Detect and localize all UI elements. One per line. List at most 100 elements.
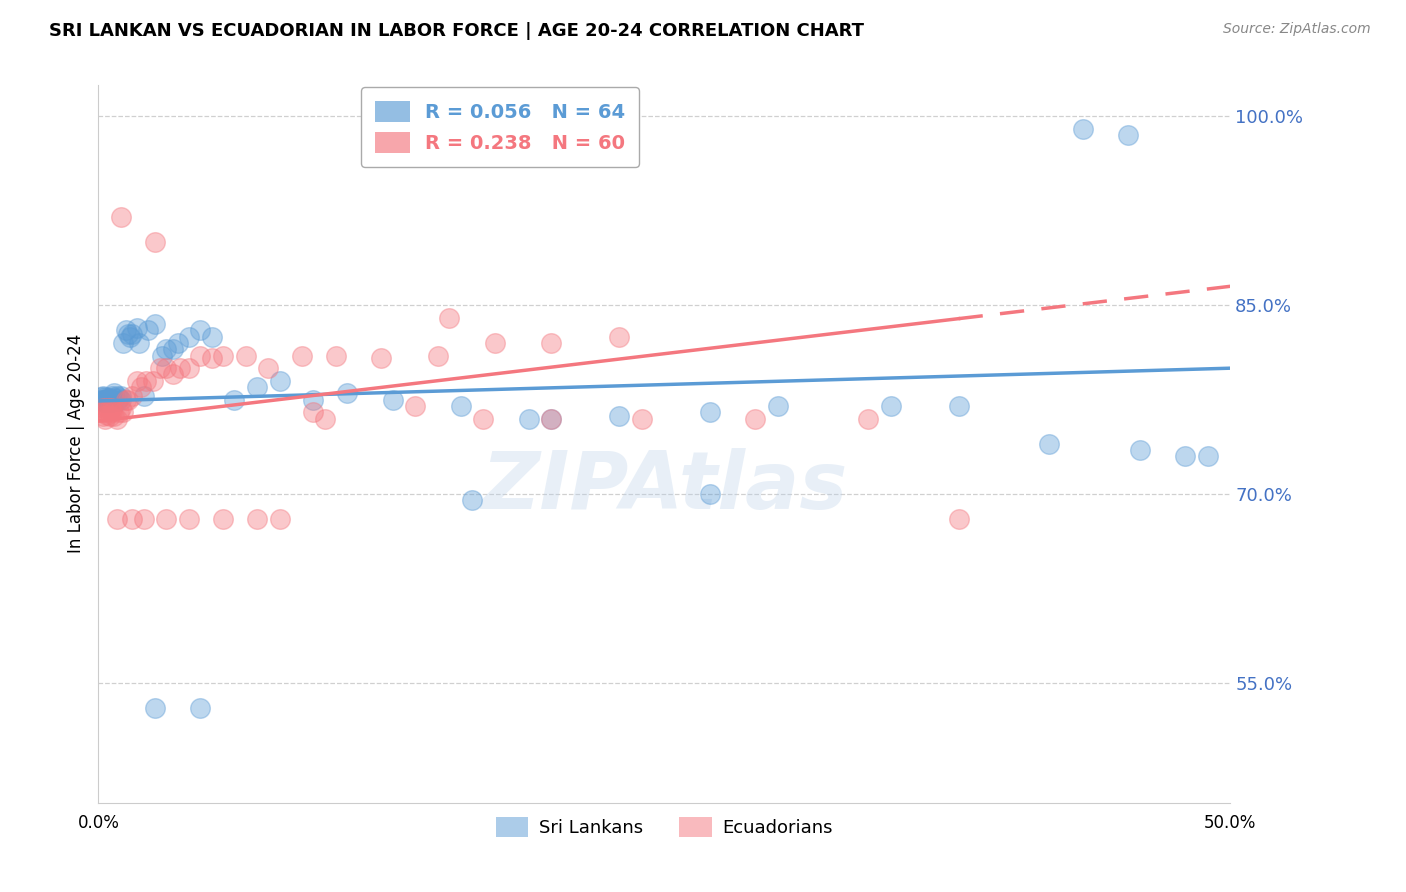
Point	[607, 409, 630, 423]
Point	[98, 395, 121, 409]
Point	[856, 411, 879, 425]
Point	[143, 235, 166, 250]
Point	[948, 399, 970, 413]
Point	[117, 392, 139, 407]
Point	[143, 317, 166, 331]
Point	[540, 411, 562, 425]
Point	[148, 361, 170, 376]
Point	[880, 399, 903, 413]
Point	[125, 374, 148, 388]
Point	[114, 323, 136, 337]
Point	[1038, 436, 1060, 450]
Point	[1118, 128, 1140, 142]
Point	[381, 392, 404, 407]
Point	[450, 399, 472, 413]
Point	[125, 321, 148, 335]
Point	[269, 374, 291, 388]
Point	[96, 408, 118, 422]
Point	[461, 493, 484, 508]
Point	[103, 386, 125, 401]
Point	[101, 392, 124, 407]
Point	[169, 361, 191, 376]
Point	[98, 409, 121, 423]
Point	[699, 487, 721, 501]
Point	[404, 399, 426, 413]
Point	[103, 392, 125, 406]
Point	[142, 374, 165, 388]
Point	[98, 392, 121, 406]
Point	[246, 380, 269, 394]
Point	[150, 349, 173, 363]
Point	[336, 386, 359, 401]
Point	[91, 393, 114, 408]
Point	[117, 327, 139, 342]
Point	[472, 411, 495, 425]
Point	[120, 329, 142, 343]
Point	[166, 336, 188, 351]
Point	[235, 349, 257, 363]
Point	[112, 336, 135, 351]
Point	[212, 349, 235, 363]
Point	[517, 411, 540, 425]
Point	[114, 392, 136, 407]
Point	[155, 343, 177, 357]
Point	[132, 512, 155, 526]
Legend: Sri Lankans, Ecuadorians: Sri Lankans, Ecuadorians	[488, 810, 841, 844]
Point	[948, 512, 970, 526]
Point	[107, 405, 129, 419]
Point	[246, 512, 269, 526]
Point	[314, 411, 336, 425]
Point	[143, 701, 166, 715]
Point	[105, 389, 128, 403]
Point	[1174, 450, 1197, 464]
Point	[132, 389, 155, 403]
Point	[155, 361, 177, 376]
Point	[105, 393, 128, 408]
Point	[121, 327, 143, 342]
Point	[744, 411, 766, 425]
Point	[630, 411, 652, 425]
Point	[110, 389, 132, 403]
Point	[94, 411, 117, 425]
Point	[1129, 443, 1152, 458]
Point	[302, 392, 325, 407]
Point	[121, 389, 143, 403]
Point	[540, 411, 562, 425]
Point	[188, 349, 211, 363]
Point	[224, 392, 246, 407]
Point	[1197, 450, 1219, 464]
Point	[90, 405, 112, 419]
Point	[177, 329, 200, 343]
Point	[370, 351, 392, 365]
Point	[699, 405, 721, 419]
Point	[201, 329, 224, 343]
Text: SRI LANKAN VS ECUADORIAN IN LABOR FORCE | AGE 20-24 CORRELATION CHART: SRI LANKAN VS ECUADORIAN IN LABOR FORCE …	[49, 22, 865, 40]
Point	[766, 399, 789, 413]
Point	[269, 512, 291, 526]
Point	[188, 701, 211, 715]
Point	[94, 395, 117, 409]
Point	[91, 409, 114, 423]
Point	[291, 349, 314, 363]
Point	[94, 405, 117, 419]
Text: Source: ZipAtlas.com: Source: ZipAtlas.com	[1223, 22, 1371, 37]
Point	[177, 512, 200, 526]
Point	[101, 401, 124, 416]
Point	[96, 401, 118, 416]
Point	[162, 368, 184, 382]
Point	[90, 390, 112, 404]
Point	[128, 336, 150, 351]
Point	[98, 393, 121, 408]
Point	[105, 411, 128, 425]
Point	[101, 405, 124, 419]
Point	[201, 351, 224, 365]
Point	[91, 389, 114, 403]
Point	[105, 512, 128, 526]
Point	[162, 343, 184, 357]
Point	[107, 392, 129, 406]
Point	[112, 405, 135, 419]
Point	[96, 392, 118, 407]
Point	[94, 390, 117, 404]
Point	[90, 392, 112, 407]
Y-axis label: In Labor Force | Age 20-24: In Labor Force | Age 20-24	[66, 334, 84, 553]
